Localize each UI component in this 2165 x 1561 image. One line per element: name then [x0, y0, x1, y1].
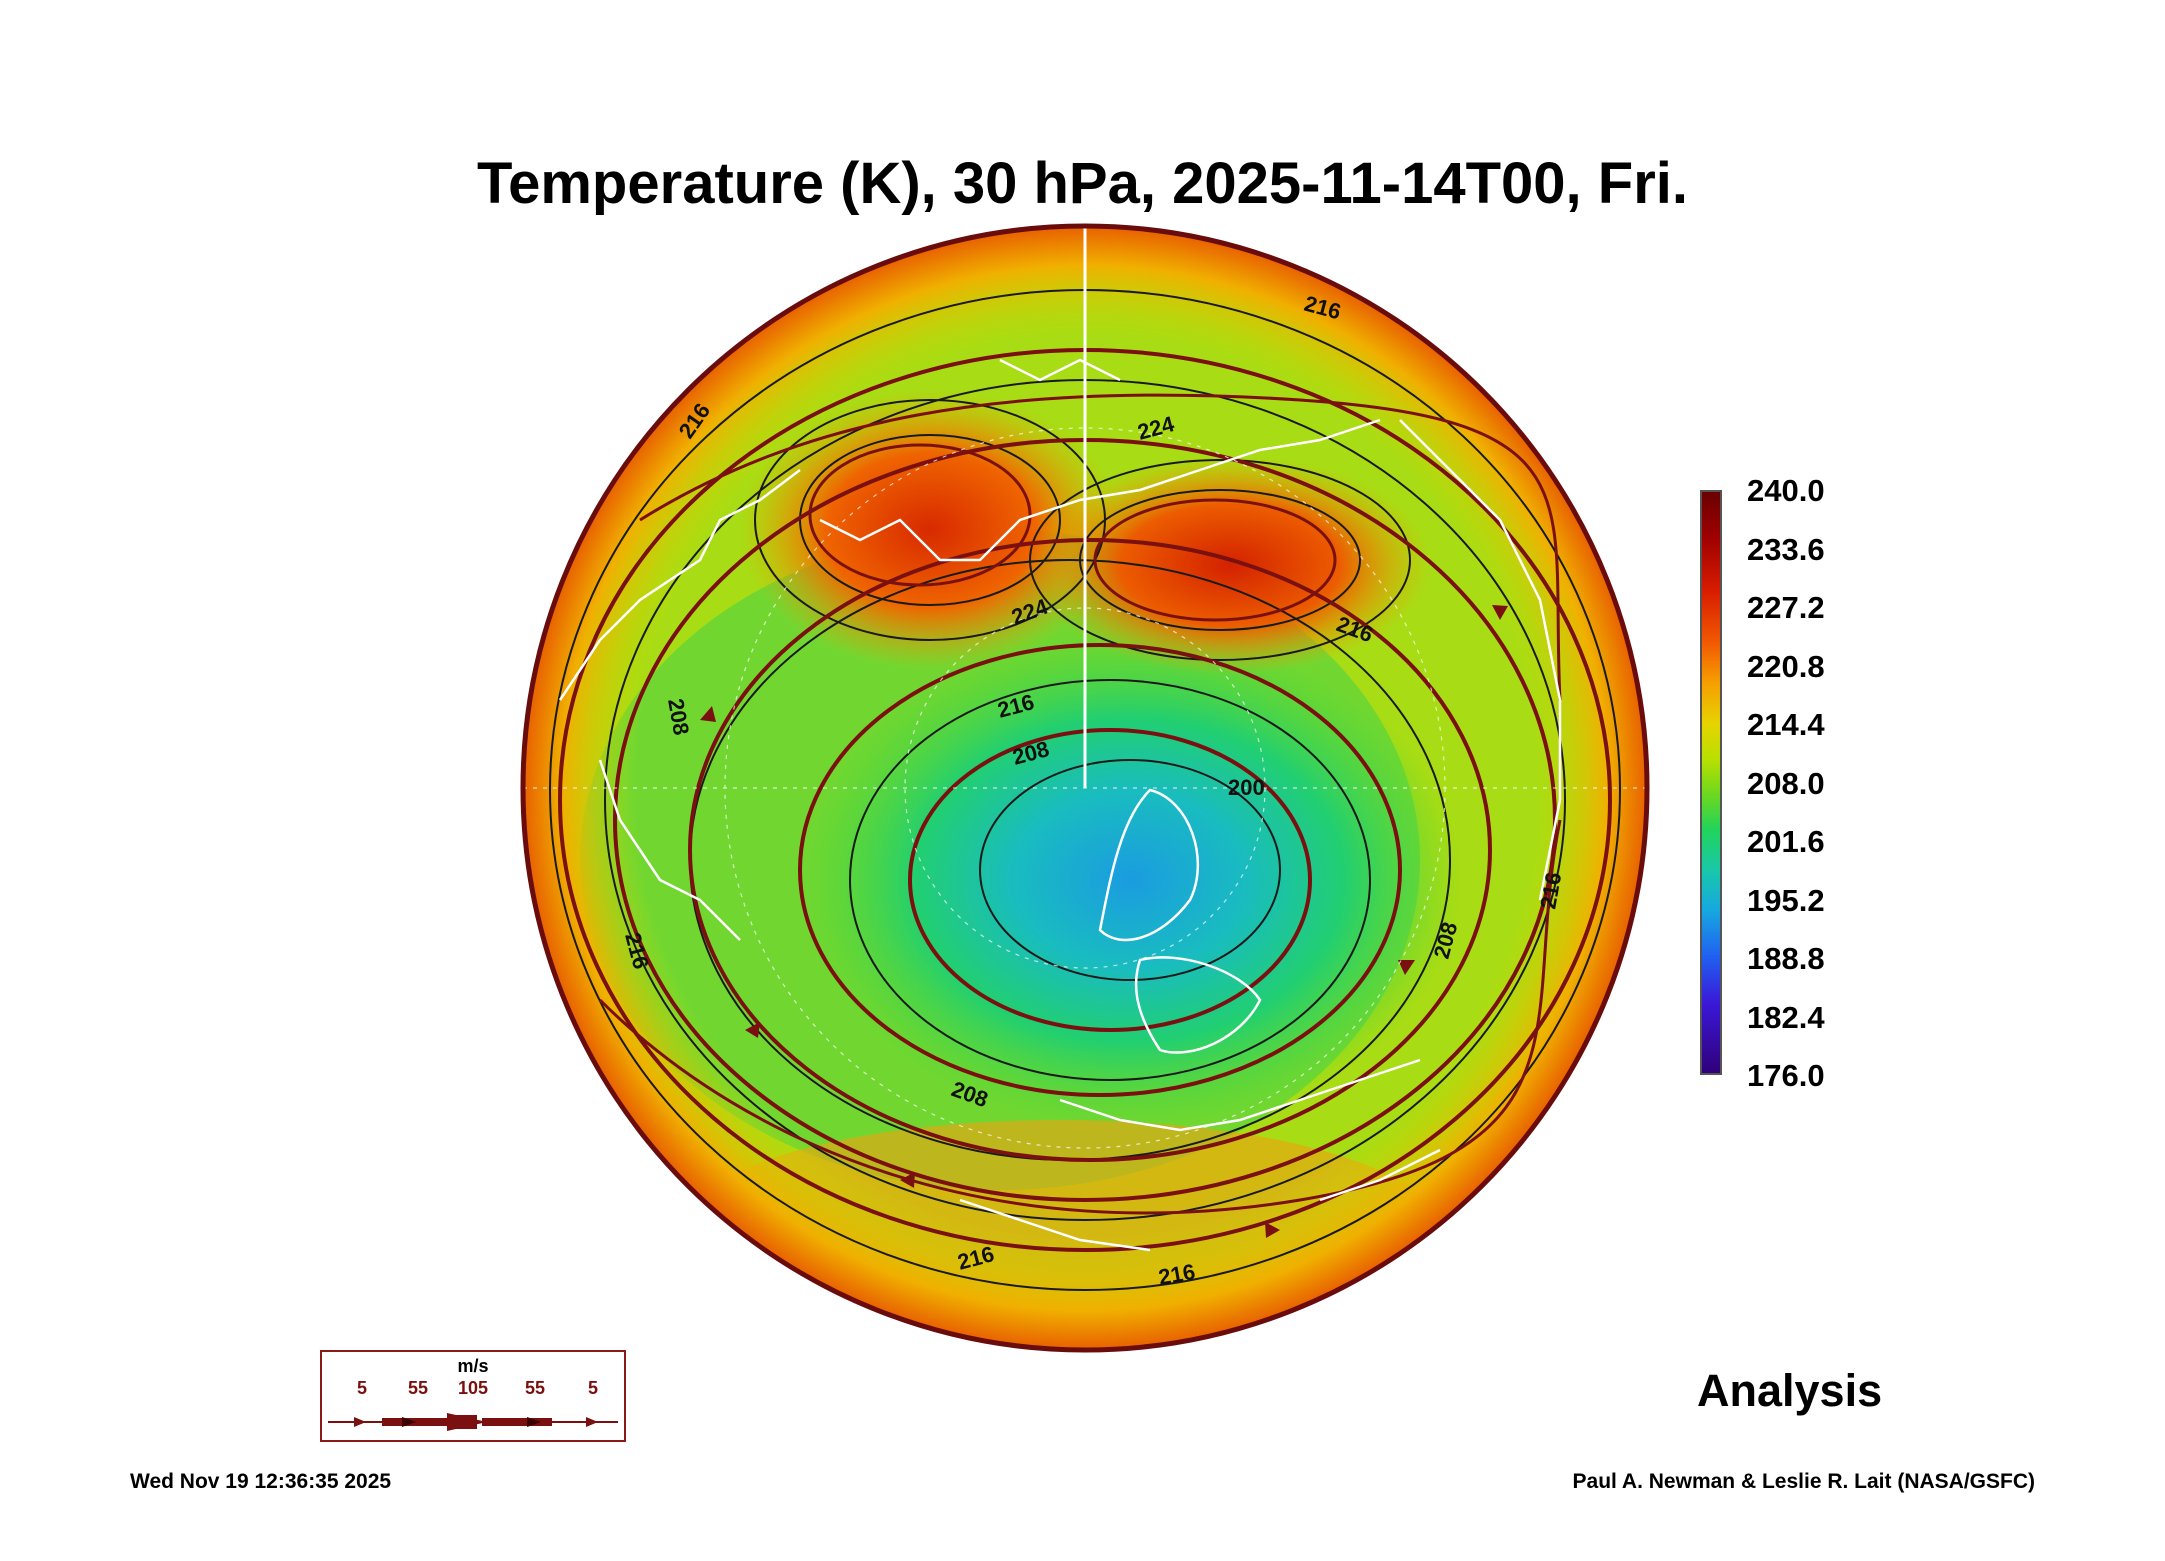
wind-unit-label: m/s	[457, 1356, 489, 1376]
analysis-label: Analysis	[1697, 1365, 1883, 1416]
wind-scale-arrow	[328, 1413, 618, 1431]
wind-value: 105	[457, 1378, 489, 1398]
footer-credit: Paul A. Newman & Leslie R. Lait (NASA/GS…	[1572, 1470, 2035, 1493]
footer-timestamp: Wed Nov 19 12:36:35 2025	[130, 1470, 392, 1493]
wind-streamlines	[558, 348, 1612, 1252]
colorbar-label: 176.0	[1747, 1058, 1825, 1093]
colorbar-label: 195.2	[1747, 883, 1825, 918]
colorbar-label: 201.6	[1747, 824, 1825, 859]
colorbar-label: 220.8	[1747, 649, 1825, 684]
coastlines	[558, 358, 1562, 1252]
wind-value: 5	[587, 1378, 599, 1398]
colorbar	[1700, 490, 1722, 1075]
globe-outline	[520, 223, 1650, 1353]
streamline-arrows	[700, 605, 1508, 1238]
wind-value: 5	[356, 1378, 368, 1398]
colorbar-label: 233.6	[1747, 532, 1825, 567]
colorbar-label: 214.4	[1747, 707, 1825, 742]
contour-label: 200	[1228, 775, 1265, 800]
colorbar-label: 208.0	[1747, 766, 1825, 801]
colorbar-label: 227.2	[1747, 590, 1825, 625]
wind-value: 55	[524, 1378, 546, 1398]
colorbar-label: 240.0	[1747, 473, 1825, 508]
map-title: Temperature (K), 30 hPa, 2025-11-14T00, …	[476, 151, 1688, 216]
colorbar-label: 182.4	[1747, 1000, 1825, 1035]
wind-value: 55	[407, 1378, 429, 1398]
colorbar-label: 188.8	[1747, 941, 1825, 976]
wind-speed-legend: m/s 5 55 105 55 5	[320, 1350, 626, 1442]
